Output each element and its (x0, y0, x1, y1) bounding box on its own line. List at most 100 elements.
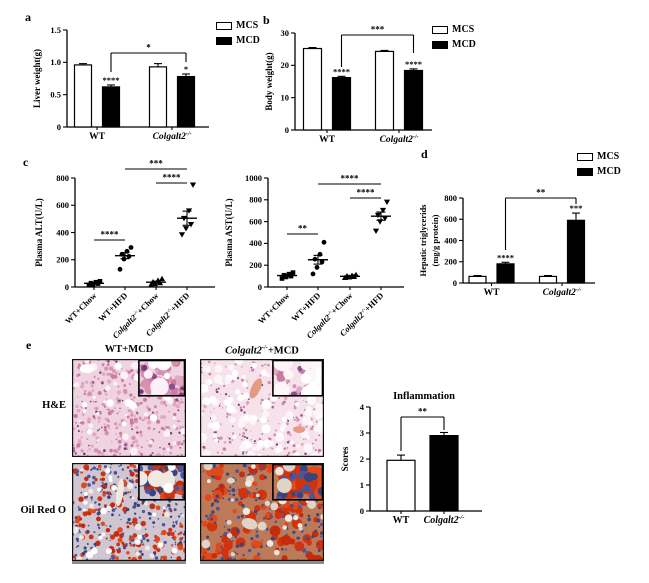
svg-text:0: 0 (360, 506, 364, 516)
panel-label-a: a (25, 10, 31, 24)
svg-text:600: 600 (249, 216, 262, 226)
svg-text:10: 10 (281, 92, 290, 102)
svg-text:2: 2 (360, 454, 364, 464)
svg-text:0: 0 (258, 282, 262, 292)
svg-text:****: **** (341, 174, 360, 184)
svg-text:****: **** (405, 59, 422, 69)
svg-text:***: *** (371, 25, 385, 35)
histology-row-label-he: H&E (42, 400, 66, 411)
svg-text:400: 400 (56, 227, 69, 237)
svg-text:***: *** (570, 203, 583, 213)
svg-text:30: 30 (281, 28, 290, 38)
svg-text:WT+HFD: WT+HFD (289, 290, 322, 323)
svg-text:*: * (146, 43, 151, 53)
svg-text:WT: WT (89, 132, 106, 142)
histology-row-label-oro: Oil Red O (20, 505, 66, 516)
svg-text:400: 400 (444, 235, 457, 245)
panel-label-d: d (421, 147, 428, 161)
legend-row-mcs: MCS (216, 20, 260, 31)
histology-image-he-wt (72, 359, 186, 457)
legend-label-mcs: MCS (597, 151, 620, 162)
svg-text:3: 3 (360, 428, 364, 438)
mcd-swatch-icon (216, 36, 232, 45)
svg-text:****: **** (357, 188, 376, 198)
svg-text:**: ** (298, 224, 308, 234)
legend-row-mcd: MCD (216, 35, 260, 46)
panel-label-e: e (26, 338, 32, 352)
svg-text:1.0: 1.0 (50, 57, 61, 67)
svg-text:(mg/g protein): (mg/g protein) (430, 214, 440, 266)
svg-text:Plasma AST(U/L): Plasma AST(U/L) (224, 198, 234, 266)
svg-text:Colgalt2-/-: Colgalt2-/- (424, 514, 465, 526)
svg-text:WT+Chow: WT+Chow (63, 290, 99, 326)
legend-row-mcd: MCD (577, 166, 621, 177)
legend-label-mcs: MCS (236, 20, 259, 31)
mcd-swatch-icon (577, 167, 593, 176)
svg-text:Colgalt2-/-: Colgalt2-/- (543, 287, 582, 298)
legend-label-mcd: MCD (452, 39, 476, 50)
histology-image-he-colgalt2 (200, 359, 324, 457)
legend-row-mcs: MCS (432, 24, 476, 35)
svg-text:600: 600 (56, 200, 69, 210)
svg-text:800: 800 (56, 173, 69, 183)
svg-text:Plasma ALT(U/L): Plasma ALT(U/L) (34, 198, 44, 266)
svg-text:600: 600 (444, 214, 457, 224)
svg-text:WT: WT (393, 515, 410, 526)
histology-column-header-wt: WT+MCD (104, 344, 154, 355)
svg-text:Liver weight(g): Liver weight(g) (32, 49, 42, 108)
svg-text:1000: 1000 (245, 173, 262, 183)
svg-text:****: **** (497, 252, 514, 262)
mcd-swatch-icon (432, 40, 448, 49)
svg-text:200: 200 (444, 257, 457, 267)
legend-row-mcd: MCD (432, 39, 476, 50)
svg-text:Colgalt2-/-: Colgalt2-/- (380, 134, 419, 145)
svg-text:1.5: 1.5 (50, 25, 61, 35)
svg-text:20: 20 (281, 60, 290, 70)
svg-text:200: 200 (249, 260, 262, 270)
svg-text:800: 800 (444, 193, 457, 203)
legend-label-mcd: MCD (236, 35, 260, 46)
svg-text:WT: WT (484, 288, 501, 298)
histology-column-header-colgalt2: Colgalt2-/-+MCD (225, 344, 299, 357)
svg-text:****: **** (103, 75, 120, 85)
svg-text:****: **** (333, 66, 350, 76)
histology-image-oro-colgalt2 (200, 463, 324, 561)
legend-panel-d: MCS MCD (577, 151, 621, 181)
svg-text:**: ** (536, 188, 546, 198)
svg-text:**: ** (418, 407, 428, 417)
svg-text:****: **** (163, 173, 182, 183)
svg-text:0: 0 (453, 278, 457, 288)
svg-text:****: **** (101, 230, 120, 240)
svg-text:WT+Chow: WT+Chow (256, 290, 292, 326)
svg-text:Colgalt2-/-: Colgalt2-/- (153, 131, 192, 142)
legend-panel-a: MCS MCD (216, 20, 260, 50)
svg-text:1: 1 (360, 480, 364, 490)
mcs-swatch-icon (216, 21, 232, 30)
mcs-swatch-icon (577, 152, 593, 161)
legend-row-mcs: MCS (577, 151, 621, 162)
mcs-swatch-icon (432, 25, 448, 34)
svg-text:Hepatic triglycerids: Hepatic triglycerids (418, 204, 428, 277)
svg-text:*: * (184, 64, 188, 74)
svg-text:4: 4 (360, 402, 365, 412)
chart-hepatic-tg: 0 200 400 600 800 Hepatic triglycerids (mg/g p… (418, 188, 595, 298)
svg-text:0.5: 0.5 (50, 89, 61, 99)
legend-label-mcs: MCS (452, 24, 475, 35)
svg-text:200: 200 (56, 255, 69, 265)
svg-text:0: 0 (57, 122, 61, 132)
svg-text:WT: WT (319, 135, 336, 145)
svg-text:400: 400 (249, 238, 262, 248)
legend-panel-b: MCS MCD (432, 24, 476, 54)
svg-text:0: 0 (65, 282, 69, 292)
svg-text:***: *** (149, 159, 163, 169)
chart-plasma-ast: 0 200 400 600 800 1000 Plasma AST(U/L) WT+ChowW… (224, 173, 404, 340)
svg-text:0: 0 (285, 125, 289, 135)
svg-text:800: 800 (249, 195, 262, 205)
chart-inflammation: 0 1 2 3 4 Scores Inflammation ** WT Colgalt2-/- (340, 391, 482, 526)
histology-image-oro-wt (72, 463, 186, 561)
